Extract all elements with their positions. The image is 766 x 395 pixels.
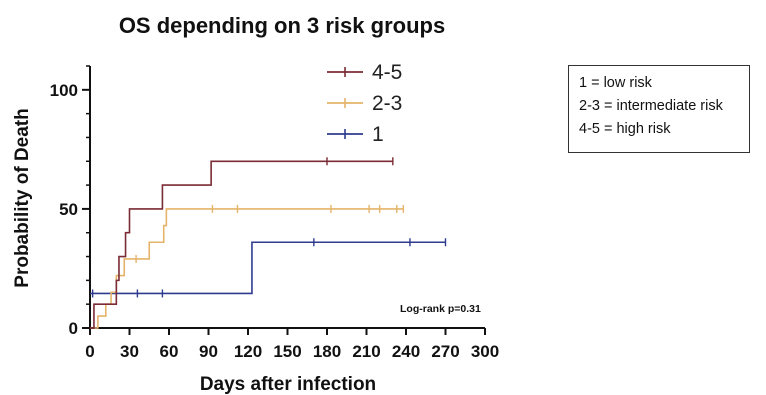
chart-title: OS depending on 3 risk groups — [119, 13, 445, 38]
x-tick-label: 0 — [85, 342, 94, 361]
legend-label-2-3: 2-3 — [372, 92, 402, 115]
risk-line-intermediate: 2-3 = intermediate risk — [579, 98, 723, 114]
series-4-5-group — [90, 157, 394, 329]
series-4-5-line — [90, 160, 393, 329]
legend-label-4-5: 4-5 — [372, 61, 402, 84]
y-tick-label: 50 — [59, 200, 78, 219]
y-axis-title: Probability of Death — [12, 108, 33, 287]
series-1-group — [90, 238, 447, 298]
series-2-3-line — [90, 208, 404, 329]
risk-line-low: 1 = low risk — [579, 75, 652, 91]
legend-label-1: 1 — [372, 123, 384, 146]
risk-group-box: 1 = low risk 2-3 = intermediate risk 4-5… — [568, 65, 750, 153]
y-tick-label: 100 — [50, 81, 78, 100]
x-axis-title: Days after infection — [200, 374, 376, 395]
x-tick-label: 240 — [392, 342, 420, 361]
x-tick-label: 90 — [199, 342, 218, 361]
x-tick-label: 60 — [160, 342, 179, 361]
series-layer — [90, 157, 447, 329]
y-tick-label: 0 — [69, 319, 78, 338]
series-1-line — [90, 241, 446, 295]
x-tick-label: 30 — [120, 342, 139, 361]
logrank-annotation: Log-rank p=0.31 — [400, 303, 481, 315]
risk-line-high: 4-5 = high risk — [579, 121, 671, 137]
x-tick-label: 180 — [313, 342, 341, 361]
x-tick-label: 300 — [471, 342, 499, 361]
x-tick-label: 150 — [273, 342, 301, 361]
x-tick-label: 210 — [352, 342, 380, 361]
x-tick-label: 120 — [234, 342, 262, 361]
x-tick-label: 270 — [431, 342, 459, 361]
series-2-3-group — [90, 204, 405, 329]
legend: 4-5 2-3 1 — [327, 61, 402, 146]
axes: 0 30 60 90 120 150 180 210 240 270 300 0 50 100 — [50, 65, 499, 361]
